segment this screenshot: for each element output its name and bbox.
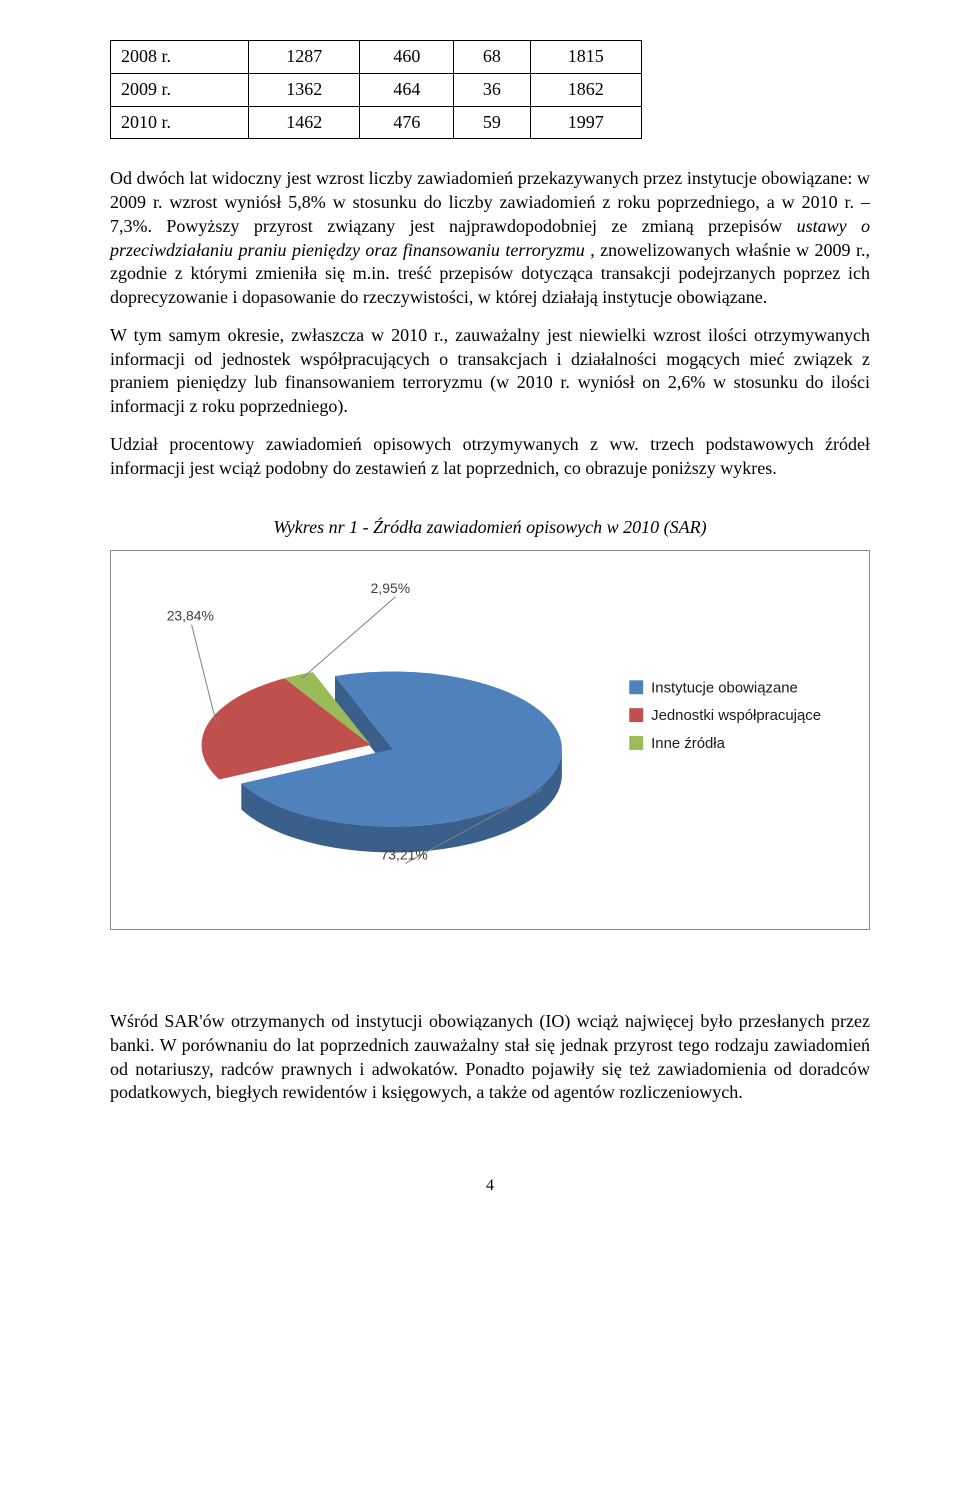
svg-text:23,84%: 23,84%: [167, 608, 214, 624]
pie-chart: 73,21% 23,84% 2,95% Instytucje obowiązane Je…: [110, 550, 870, 930]
table-cell: 2010 r.: [111, 106, 249, 139]
svg-text:2,95%: 2,95%: [371, 580, 410, 596]
paragraph-1-a: Od dwóch lat widoczny jest wzrost liczby…: [110, 168, 870, 236]
table-row: 2008 r.1287460681815: [111, 41, 642, 74]
table-row: 2010 r.1462476591997: [111, 106, 642, 139]
paragraph-1: Od dwóch lat widoczny jest wzrost liczby…: [110, 167, 870, 310]
paragraph-3: Udział procentowy zawiadomień opisowych …: [110, 433, 870, 481]
table-cell: 460: [360, 41, 454, 74]
data-table: 2008 r.12874606818152009 r.1362464361862…: [110, 40, 642, 139]
table-cell: 1997: [530, 106, 641, 139]
svg-text:73,21%: 73,21%: [381, 846, 428, 862]
table-row: 2009 r.1362464361862: [111, 73, 642, 106]
paragraph-4: Wśród SAR'ów otrzymanych od instytucji o…: [110, 1010, 870, 1105]
table-cell: 68: [454, 41, 530, 74]
table-cell: 36: [454, 73, 530, 106]
svg-text:Inne źródła: Inne źródła: [651, 735, 725, 752]
svg-text:Instytucje obowiązane: Instytucje obowiązane: [651, 679, 798, 696]
paragraph-2: W tym samym okresie, zwłaszcza w 2010 r.…: [110, 324, 870, 419]
chart-caption: Wykres nr 1 - Źródła zawiadomień opisowy…: [110, 516, 870, 540]
table-cell: 464: [360, 73, 454, 106]
table-cell: 1815: [530, 41, 641, 74]
table-cell: 2008 r.: [111, 41, 249, 74]
table-cell: 59: [454, 106, 530, 139]
table-cell: 1462: [249, 106, 360, 139]
svg-text:Jednostki współpracujące: Jednostki współpracujące: [651, 707, 821, 724]
table-cell: 1862: [530, 73, 641, 106]
table-cell: 1362: [249, 73, 360, 106]
table-cell: 1287: [249, 41, 360, 74]
page-number: 4: [110, 1175, 870, 1196]
table-cell: 2009 r.: [111, 73, 249, 106]
table-cell: 476: [360, 106, 454, 139]
